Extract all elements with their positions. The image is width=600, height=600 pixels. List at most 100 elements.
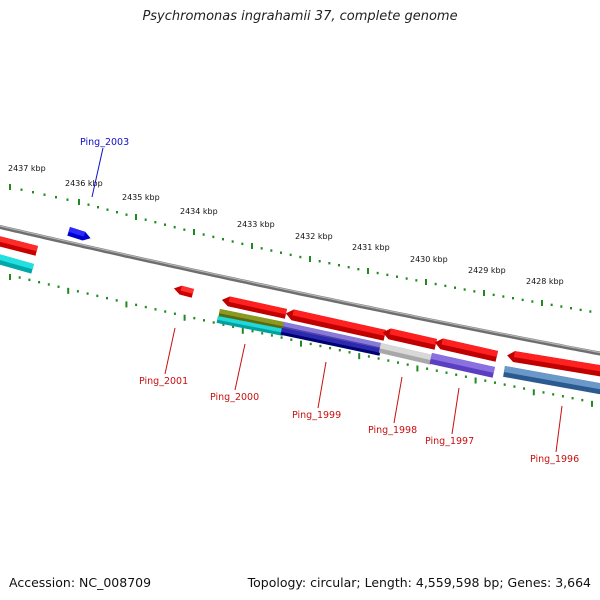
gene-leader-line [451, 387, 460, 435]
lower-scale-minor-tick [106, 296, 108, 300]
lower-scale-minor-tick [435, 369, 438, 372]
lower-scale-major-tick [591, 400, 593, 407]
scale-minor-tick [589, 310, 592, 313]
lower-scale-minor-tick [173, 312, 176, 315]
scale-minor-tick [570, 307, 572, 310]
scale-minor-tick [164, 223, 166, 226]
feature-purple [282, 322, 381, 351]
scale-minor-tick [386, 273, 389, 277]
scale-minor-tick [55, 196, 57, 199]
lower-scale-minor-tick [397, 361, 399, 364]
lower-scale-minor-tick [261, 332, 264, 335]
lower-scale-minor-tick [28, 278, 31, 282]
lower-scale-major-tick [358, 353, 361, 360]
gene-ping-1999-cds-shade [292, 309, 386, 336]
gene-ping-2003-shade [68, 227, 86, 237]
lower-scale-minor-tick [309, 342, 312, 346]
gene-ping-2000-cds [221, 296, 287, 319]
scale-minor-tick [396, 275, 398, 278]
lower-scale-minor-tick [426, 367, 429, 370]
scale-minor-tick [20, 188, 23, 191]
scale-minor-tick [357, 268, 360, 271]
scale-minor-tick [212, 235, 215, 239]
scale-minor-tick [43, 193, 46, 196]
scale-minor-tick [125, 213, 128, 216]
lower-scale-major-tick [532, 389, 535, 396]
scale-label: 2430 kbp [410, 255, 448, 264]
scale-minor-tick [66, 198, 69, 201]
gene-label: Ping_1996 [530, 454, 579, 465]
lower-scale-minor-tick [76, 290, 79, 293]
lower-scale-minor-tick [367, 355, 370, 358]
scale-minor-tick [502, 295, 505, 298]
scale-minor-tick [97, 206, 99, 209]
scale-minor-tick [347, 266, 350, 269]
lower-scale-minor-tick [212, 321, 215, 324]
lower-scale-minor-tick [484, 379, 487, 382]
accession-text: Accession: NC_008709 [9, 575, 152, 590]
scale-label: 2435 kbp [122, 193, 160, 202]
scale-label: 2437 kbp [8, 164, 46, 173]
lower-scale-minor-tick [86, 292, 89, 295]
gene-ping-2000-cds-shade [228, 296, 287, 315]
lower-scale-minor-tick [115, 299, 118, 302]
lower-scale-minor-tick [455, 373, 458, 376]
gene-partial-red [0, 236, 38, 256]
lower-scale-minor-tick [523, 387, 526, 390]
gene-ping-1998-cds [382, 328, 437, 350]
scale-label: 2428 kbp [526, 277, 564, 286]
lower-scale-minor-tick [18, 276, 21, 279]
feature-purple-shade [283, 322, 381, 348]
lower-scale-major-tick [241, 327, 244, 334]
feature-gray [378, 343, 433, 365]
feature-olive-shade [219, 309, 284, 327]
lower-scale-minor-tick [164, 310, 167, 313]
lower-scale-minor-tick [38, 280, 41, 284]
scale-label: 2433 kbp [237, 220, 275, 229]
scale-minor-tick [289, 253, 292, 257]
lower-scale-major-tick [67, 287, 70, 294]
feature-gray-shade [379, 343, 433, 361]
scale-minor-tick [87, 203, 90, 206]
feature-olive [218, 309, 284, 330]
gene-leader-line [555, 405, 563, 453]
gene-label: Ping_2000 [210, 392, 259, 403]
lower-scale-minor-tick [464, 375, 467, 378]
scale-minor-tick [376, 271, 379, 275]
feature-navy [280, 328, 381, 356]
lower-scale-minor-tick [552, 393, 555, 396]
lower-scale-minor-tick [513, 385, 516, 388]
scale-minor-tick [280, 251, 282, 254]
scale-minor-tick [444, 284, 447, 288]
scale-minor-tick [173, 226, 176, 229]
scale-minor-tick [106, 208, 109, 211]
gene-ping-1997-cds [434, 338, 498, 362]
lower-scale-major-tick [183, 314, 186, 321]
lower-scale-minor-tick [144, 305, 147, 309]
lower-scale-minor-tick [280, 336, 283, 339]
lower-scale-minor-tick [319, 344, 322, 348]
lower-scale-major-tick [9, 274, 11, 280]
feature-violet [429, 353, 495, 378]
lower-scale-major-tick [300, 340, 302, 347]
lower-scale-major-tick [474, 377, 477, 384]
scale-label: 2431 kbp [352, 243, 390, 252]
scale-minor-tick [270, 249, 273, 252]
lower-scale-minor-tick [96, 294, 99, 298]
lower-scale-minor-tick [232, 325, 235, 329]
lower-scale-minor-tick [290, 338, 293, 341]
scale-minor-tick [531, 300, 534, 303]
lower-scale-minor-tick [445, 371, 448, 374]
feature-cyan-shade [217, 316, 284, 333]
gene-leader-line [317, 361, 327, 409]
gene-leader-line [164, 327, 176, 375]
lower-scale-minor-tick [581, 398, 584, 402]
lower-scale-minor-tick [135, 303, 138, 307]
gene-ping-1996-cds-shade [513, 351, 600, 372]
scale-minor-tick [405, 277, 408, 280]
backbone-highlight [0, 225, 600, 354]
scale-minor-tick [116, 211, 118, 214]
lower-scale-minor-tick [329, 346, 332, 350]
scale-minor-tick [454, 286, 456, 289]
scale-minor-tick [318, 260, 321, 263]
